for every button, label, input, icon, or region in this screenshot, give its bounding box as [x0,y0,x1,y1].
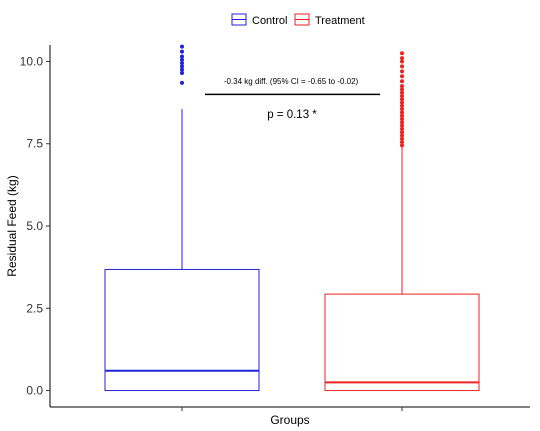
outlier-point-treatment [400,100,404,105]
y-tick-label: 0.0 [26,384,43,398]
outlier-point-treatment [400,51,404,56]
p-value-annotation: p = 0.13 * [267,109,317,121]
outlier-point-treatment [400,90,404,95]
outlier-point-treatment [400,74,404,79]
outlier-point-treatment [400,59,404,64]
outlier-point-treatment [400,126,404,131]
y-tick-label: 2.5 [26,301,43,315]
box-rect-control [104,268,260,392]
outlier-point-control [180,49,184,54]
outlier-point-treatment [400,123,404,128]
outlier-point-control [180,67,184,72]
outlier-point-treatment [400,56,404,61]
outlier-point-treatment [400,130,404,135]
legend: Control Treatment [231,13,365,27]
x-ticks [181,407,403,411]
outlier-point-treatment [400,140,404,145]
box-rect-treatment [324,293,480,392]
legend-label-control: Control [252,15,287,27]
outlier-point-control [180,54,184,59]
outlier-point-treatment [400,103,404,108]
diff-annotation: -0.34 kg diff. (95% CI = -0.65 to -0.02) [224,77,359,86]
y-tick-label: 7.5 [26,137,43,151]
outlier-point-treatment [400,143,404,148]
boxes [104,44,480,392]
outlier-point-control [180,70,184,75]
outlier-point-control [180,64,184,69]
outlier-point-treatment [400,107,404,112]
outlier-point-control [180,80,184,85]
outlier-point-treatment [400,136,404,141]
outlier-point-treatment [400,64,404,69]
outlier-point-treatment [400,69,404,74]
outlier-point-treatment [400,94,404,99]
y-ticks: 0.0 2.5 5.0 7.5 10.0 [20,54,50,398]
y-tick-label: 5.0 [26,219,43,233]
outlier-point-treatment [400,84,404,89]
x-axis-title: Groups [270,413,309,427]
outlier-point-treatment [400,110,404,115]
outlier-point-treatment [400,87,404,92]
y-tick-label: 10.0 [20,54,44,68]
significance-annotation: -0.34 kg diff. (95% CI = -0.65 to -0.02)… [205,77,380,121]
outlier-point-control [180,57,184,62]
outlier-point-control [180,44,184,49]
legend-label-treatment: Treatment [315,15,365,27]
y-axis-title: Residual Feed (kg) [5,175,19,276]
outlier-point-treatment [400,120,404,125]
outlier-point-treatment [400,117,404,122]
outlier-point-control [180,61,184,66]
box-treatment [324,51,480,392]
outlier-point-treatment [400,79,404,84]
outlier-point-treatment [400,97,404,102]
outlier-point-treatment [400,133,404,138]
box-control [104,44,260,392]
outlier-point-treatment [400,113,404,118]
